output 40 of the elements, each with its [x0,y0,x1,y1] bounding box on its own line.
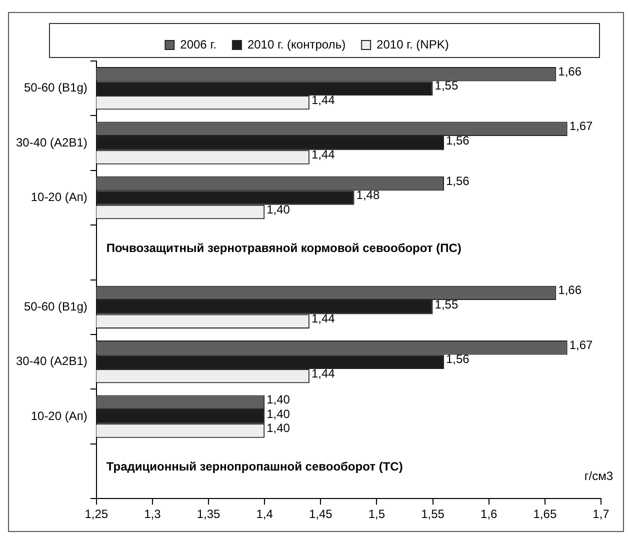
data-label: 1,44 [311,312,336,326]
annotation: Традиционный зернопропашной севооборот (ТС) [106,460,403,474]
legend-label: 2006 г. [180,37,216,52]
data-label: 1,44 [311,148,336,162]
x-tick-label: 1,4 [256,507,274,522]
data-label: 1,67 [569,338,594,352]
x-tick-label: 1,25 [84,507,108,522]
data-label: 1,40 [266,421,290,436]
annotation: Почвозащитный зернотравяной кормовой севооборот (ПС) [106,240,462,255]
data-label: 1,40 [266,406,290,421]
data-label: 1,56 [446,352,470,366]
data-label: 1,56 [446,174,470,188]
data-label: 1,40 [266,202,290,216]
x-tick-label: 1,7 [592,507,610,522]
legend-label: 2010 г. (контроль) [247,37,346,52]
data-label: 1,55 [434,297,458,312]
x-tick-label: 1,55 [421,507,445,522]
x-tick-label: 1,6 [480,507,498,522]
x-tick-label: 1,5 [368,507,386,522]
data-label: 1,44 [311,92,336,107]
y-tick-label: 50-60 (B1g) [24,80,88,95]
y-tick-label: 10-20 (Ап) [30,190,88,204]
x-tick-label: 1,35 [196,507,221,522]
legend-label: 2010 г. (NPK) [376,37,449,52]
y-tick-label: 10-20 (Ап) [30,408,88,423]
data-label: 1,48 [356,188,380,202]
x-axis-title: г/см3 [584,468,614,483]
y-tick-label: 30-40 (A2B1) [16,135,88,150]
data-label: 1,66 [558,283,582,298]
y-tick-label: 50-60 (B1g) [24,299,88,314]
data-label: 1,56 [446,133,470,148]
data-label: 1,67 [569,119,594,134]
x-tick-label: 1,45 [308,507,333,522]
x-tick-label: 1,3 [144,507,162,522]
y-tick-label: 30-40 (A2B1) [16,354,88,368]
data-label: 1,66 [558,64,582,78]
data-label: 1,55 [434,78,458,93]
data-label: 1,44 [311,366,336,380]
data-label: 1,40 [266,392,290,407]
x-tick-label: 1,65 [533,507,557,522]
